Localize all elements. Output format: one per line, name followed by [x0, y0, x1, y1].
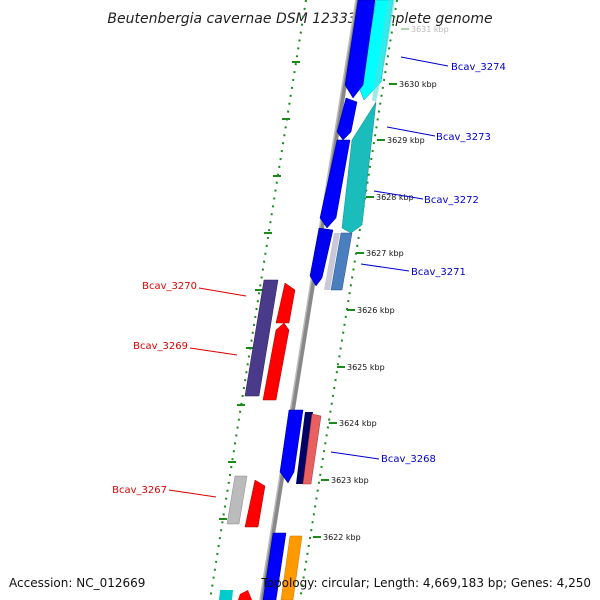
topology-text: Topology: circular; Length: 4,669,183 bp… — [260, 576, 591, 590]
tick-label: 3625 kbp — [347, 363, 385, 372]
label-leader — [360, 263, 410, 272]
genome-backbone-highlight — [259, 0, 357, 600]
reverse-genes — [219, 279, 296, 600]
tick-label: 3627 kbp — [366, 249, 404, 258]
gene-arrow[interactable] — [296, 412, 313, 484]
gene-arrow[interactable] — [280, 535, 303, 600]
gene-arrow[interactable] — [372, 0, 395, 102]
tick-label: 3622 kbp — [323, 533, 361, 542]
genome-backbone — [259, 0, 361, 600]
gene-arrow[interactable] — [262, 532, 287, 600]
gene-arrow[interactable] — [275, 282, 296, 324]
scale-tick: 3625 kbp — [337, 363, 385, 372]
gene-label[interactable]: Bcav_3273 — [436, 132, 491, 143]
gene-labels: Bcav_3274 Bcav_3273 Bcav_3272 Bcav_3271 … — [112, 56, 506, 498]
gene-label[interactable]: Bcav_3268 — [381, 454, 436, 465]
gene-label[interactable]: Bcav_3270 — [142, 281, 197, 292]
gene-arrow[interactable] — [262, 322, 290, 401]
tick-label: 3631 kbp — [411, 25, 449, 34]
gene-arrow[interactable] — [330, 232, 353, 291]
gene-arrow[interactable] — [244, 479, 266, 528]
tick-label: 3628 kbp — [376, 193, 414, 202]
scale-tick: 3629 kbp — [377, 136, 425, 145]
label-leader — [168, 489, 217, 498]
label-leader — [386, 126, 436, 137]
map-title: Beutenbergia cavernae DSM 12333, complet… — [107, 11, 492, 27]
scale-tick: 3626 kbp — [347, 306, 395, 315]
gene-arrow[interactable] — [302, 413, 322, 485]
scale-tick: 3623 kbp — [321, 476, 369, 485]
accession-text: Accession: NC_012669 — [9, 576, 145, 590]
gene-label[interactable]: Bcav_3274 — [451, 62, 506, 73]
gene-arrow[interactable] — [336, 97, 358, 141]
scale-tick: 3631 kbp — [401, 25, 449, 34]
scale-tick: 3628 kbp — [366, 193, 414, 202]
forward-genes — [262, 0, 395, 600]
tick-label: 3623 kbp — [331, 476, 369, 485]
scale-tick: 3627 kbp — [356, 249, 404, 258]
tick-label: 3629 kbp — [387, 136, 425, 145]
label-leader — [373, 190, 424, 200]
label-leader — [400, 56, 449, 67]
gene-arrow[interactable] — [341, 101, 377, 234]
gene-arrow[interactable] — [279, 409, 304, 484]
scale-tick: 3624 kbp — [329, 419, 377, 428]
gene-arrow[interactable] — [219, 590, 233, 600]
gene-arrow[interactable] — [309, 227, 334, 287]
gene-label[interactable]: Bcav_3272 — [424, 195, 479, 206]
scale-tick: 3622 kbp — [313, 533, 361, 542]
gene-label[interactable]: Bcav_3271 — [411, 267, 466, 278]
tick-label: 3630 kbp — [399, 80, 437, 89]
scale-ticks: 3631 kbp 3630 kbp 3629 kbp 3628 kbp 3627… — [313, 25, 449, 542]
gene-arrow[interactable] — [324, 233, 340, 290]
tick-label: 3624 kbp — [339, 419, 377, 428]
gene-arrow[interactable] — [238, 590, 252, 600]
label-leader — [330, 451, 380, 460]
gene-arrow[interactable] — [226, 475, 248, 525]
label-leader — [198, 287, 247, 297]
gene-label[interactable]: Bcav_3269 — [133, 341, 188, 352]
tick-label: 3626 kbp — [357, 306, 395, 315]
gene-arrow[interactable] — [244, 279, 279, 397]
gene-arrow[interactable] — [344, 0, 376, 99]
label-leader — [189, 347, 238, 356]
gene-arrow[interactable] — [319, 139, 351, 229]
gene-label[interactable]: Bcav_3267 — [112, 485, 167, 496]
scale-tick: 3630 kbp — [389, 80, 437, 89]
